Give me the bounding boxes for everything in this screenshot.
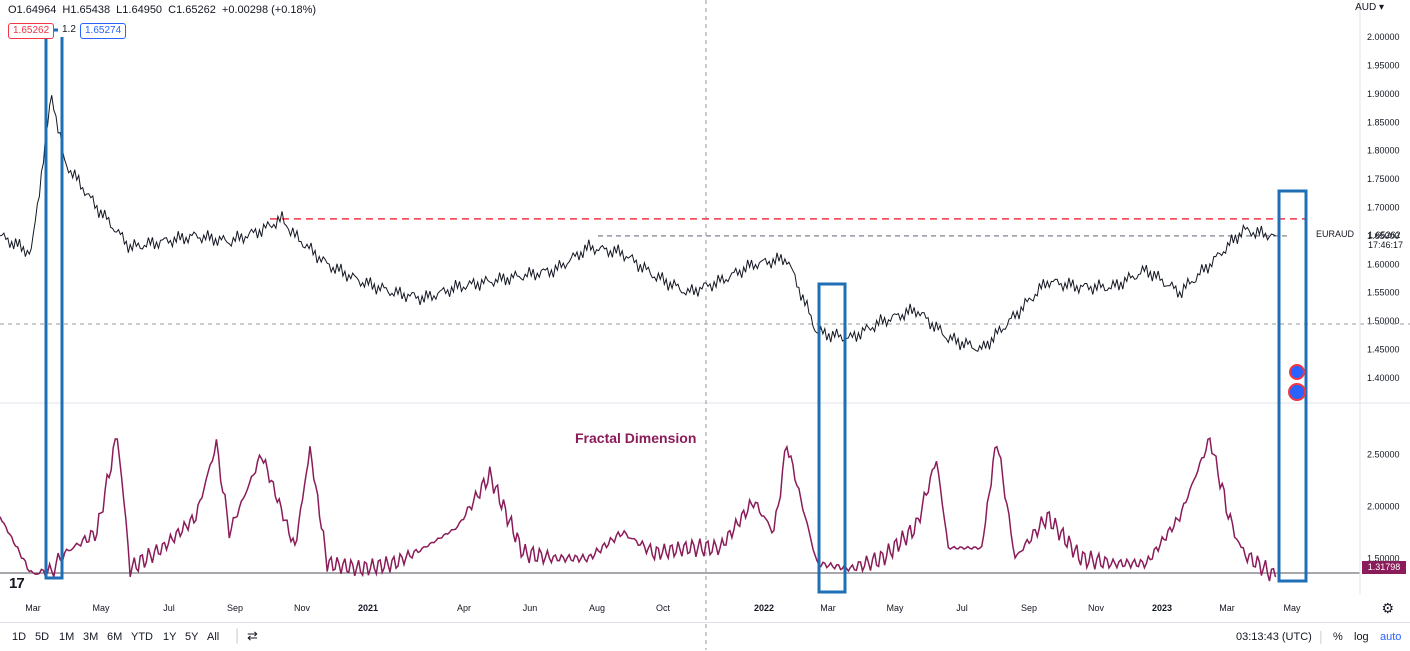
currency-selector[interactable]: AUD ▾ [1355,2,1384,13]
price-tick-label: 1.60000 [1367,259,1400,269]
ohlc-open: O1.64964 [8,4,57,16]
price-tick-label: 1.65000 [1367,231,1400,241]
time-tick-label: Aug [589,603,605,613]
spread-label: 1.2 [58,23,80,37]
time-tick-label: Oct [656,603,671,613]
indicator-tick-label: 1.50000 [1367,553,1400,563]
timeframe-5y[interactable]: 5Y [185,631,199,643]
clock-label[interactable]: 03:13:43 (UTC) [1236,631,1312,643]
price-tick-label: 1.50000 [1367,316,1400,326]
price-tick-label: 1.70000 [1367,203,1400,213]
price-tick-label: 1.85000 [1367,117,1400,127]
price-tick-label: 1.45000 [1367,345,1400,355]
log-toggle[interactable]: log [1354,631,1369,643]
ohlc-change: +0.00298 (+0.18%) [221,4,317,16]
time-tick-label: Jul [163,603,175,613]
price-tick-label: 1.75000 [1367,174,1400,184]
indicator-series [0,437,1277,582]
timeframe-1y[interactable]: 1Y [163,631,177,643]
timeframe-1m[interactable]: 1M [59,631,75,643]
event-flag-icon[interactable] [1288,364,1306,401]
timeframe-5d[interactable]: 5D [35,631,50,643]
divider: | [1319,628,1323,644]
indicator-axis: 2.50000 2.00000 1.50000 [1367,449,1400,563]
ohlc-high: H1.65438 [62,4,111,16]
indicator-tick-label: 2.00000 [1367,501,1400,511]
bottom-toolbar: 1D 5D 1M 3M 6M YTD 1Y 5Y All | ⇄ 03:13:4… [0,622,1410,651]
price-axis: 2.00000 1.95000 1.90000 1.85000 1.80000 1.750… [1367,32,1400,383]
time-axis: Mar May Jul Sep Nov 2021 Apr Jun Aug Oct 2022 Mar Ma… [25,603,1301,613]
timeframe-ytd[interactable]: YTD [131,631,153,643]
time-tick-label: Mar [25,603,41,613]
highlight-box-2022[interactable] [817,282,847,594]
price-tick-label: 1.80000 [1367,146,1400,156]
time-tick-label: May [1283,603,1301,613]
percent-toggle[interactable]: % [1333,631,1343,643]
time-tick-label: 2022 [754,603,774,613]
time-tick-label: Jul [956,603,968,613]
time-tick-label: Nov [294,603,311,613]
tradingview-logo[interactable]: 17 [9,575,25,592]
time-tick-label: May [92,603,110,613]
symbol-label: EURAUD [1316,229,1355,239]
timeframe-6m[interactable]: 6M [107,631,123,643]
gear-icon[interactable]: ⚙ [1381,600,1394,616]
price-tick-label: 1.90000 [1367,89,1400,99]
ohlc-close: C1.65262 [168,4,216,16]
auto-toggle[interactable]: auto [1380,631,1402,643]
indicator-title: Fractal Dimension [575,430,697,446]
time-tick-label: 2021 [358,603,378,613]
time-tick-label: Apr [457,603,471,613]
buy-price-badge[interactable]: 1.65274 [80,23,127,39]
price-tick-label: 1.55000 [1367,288,1400,298]
timeframe-3m[interactable]: 3M [83,631,99,643]
timeframe-1d[interactable]: 1D [12,631,27,643]
countdown-label: 17:46:17 [1368,240,1404,250]
price-tick-label: 2.00000 [1367,32,1400,42]
date-range-icon[interactable]: ⇄ [247,628,258,643]
time-tick-label: Sep [227,603,243,613]
price-series [0,95,1276,352]
price-tick-label: 1.40000 [1367,373,1400,383]
timeframe-all[interactable]: All [207,631,220,643]
ohlc-low: L1.64950 [116,4,163,16]
sell-price-badge[interactable]: 1.65262 [8,23,55,39]
time-tick-label: Mar [820,603,836,613]
time-tick-label: Sep [1021,603,1037,613]
ohlc-legend: O1.64964 H1.65438 L1.64950 C1.65262 +0.0… [8,4,319,16]
divider: | [235,627,240,644]
indicator-last-badge: 1.31798 [1362,561,1406,574]
time-tick-label: Nov [1088,603,1105,613]
last-price-label: 1.65262 [1368,230,1401,240]
indicator-tick-label: 2.50000 [1367,449,1400,459]
price-tick-label: 1.95000 [1367,60,1400,70]
time-tick-label: May [886,603,904,613]
time-tick-label: Mar [1219,603,1235,613]
time-tick-label: Jun [523,603,538,613]
chevron-down-icon: ▾ [1378,2,1384,13]
time-tick-label: 2023 [1152,603,1172,613]
highlight-box-2020[interactable] [44,28,64,580]
currency-label: AUD [1355,2,1377,13]
highlight-box-2023[interactable] [1277,189,1308,583]
